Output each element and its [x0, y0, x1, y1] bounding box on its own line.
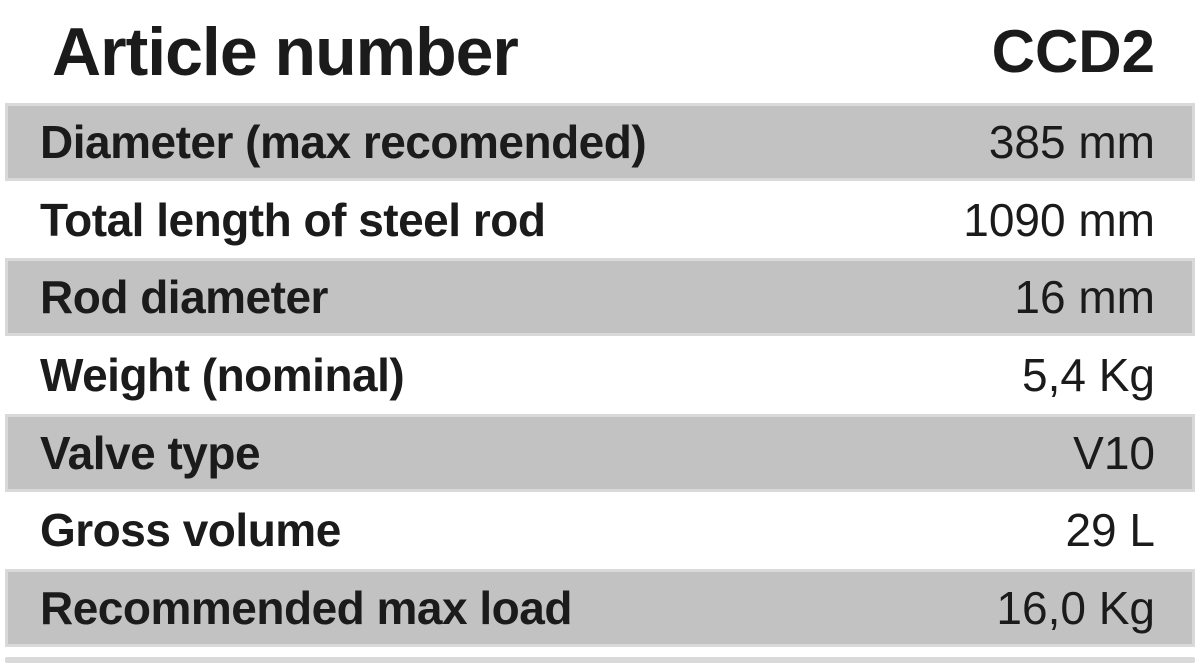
- row-label: Total length of steel rod: [40, 193, 546, 246]
- table-row: Diameter (max recomended) 385 mm: [5, 103, 1195, 181]
- table-row: Rod diameter 16 mm: [5, 258, 1195, 337]
- row-value: 16 mm: [1014, 271, 1155, 324]
- header-label: Article number: [52, 13, 519, 90]
- table-row: Recommended max load 16,0 Kg: [5, 569, 1195, 648]
- table-row: Total length of steel rod 1090 mm: [5, 181, 1195, 259]
- table-row: Valve type V10: [5, 413, 1195, 492]
- row-value: 385 mm: [988, 115, 1155, 168]
- row-value: 5,4 Kg: [1022, 349, 1155, 402]
- header-value: CCD2: [991, 18, 1155, 85]
- row-label: Gross volume: [40, 504, 341, 557]
- row-label: Diameter (max recomended): [40, 115, 647, 168]
- row-label: Rod diameter: [40, 271, 328, 324]
- table-row: Weight (nominal) 5,4 Kg: [5, 336, 1195, 414]
- bottom-edge-divider: [5, 657, 1195, 663]
- table-row: Gross volume 29 L: [5, 492, 1195, 570]
- row-value: 1090 mm: [963, 193, 1155, 246]
- row-value: V10: [1073, 426, 1155, 479]
- row-value: 16,0 Kg: [996, 582, 1155, 635]
- row-value: 29 L: [1065, 504, 1155, 557]
- row-label: Valve type: [40, 426, 261, 479]
- row-label: Recommended max load: [40, 582, 572, 635]
- row-label: Weight (nominal): [40, 349, 405, 402]
- spec-rows: Diameter (max recomended) 385 mm Total l…: [0, 103, 1200, 657]
- table-header-row: Article number CCD2: [0, 0, 1200, 103]
